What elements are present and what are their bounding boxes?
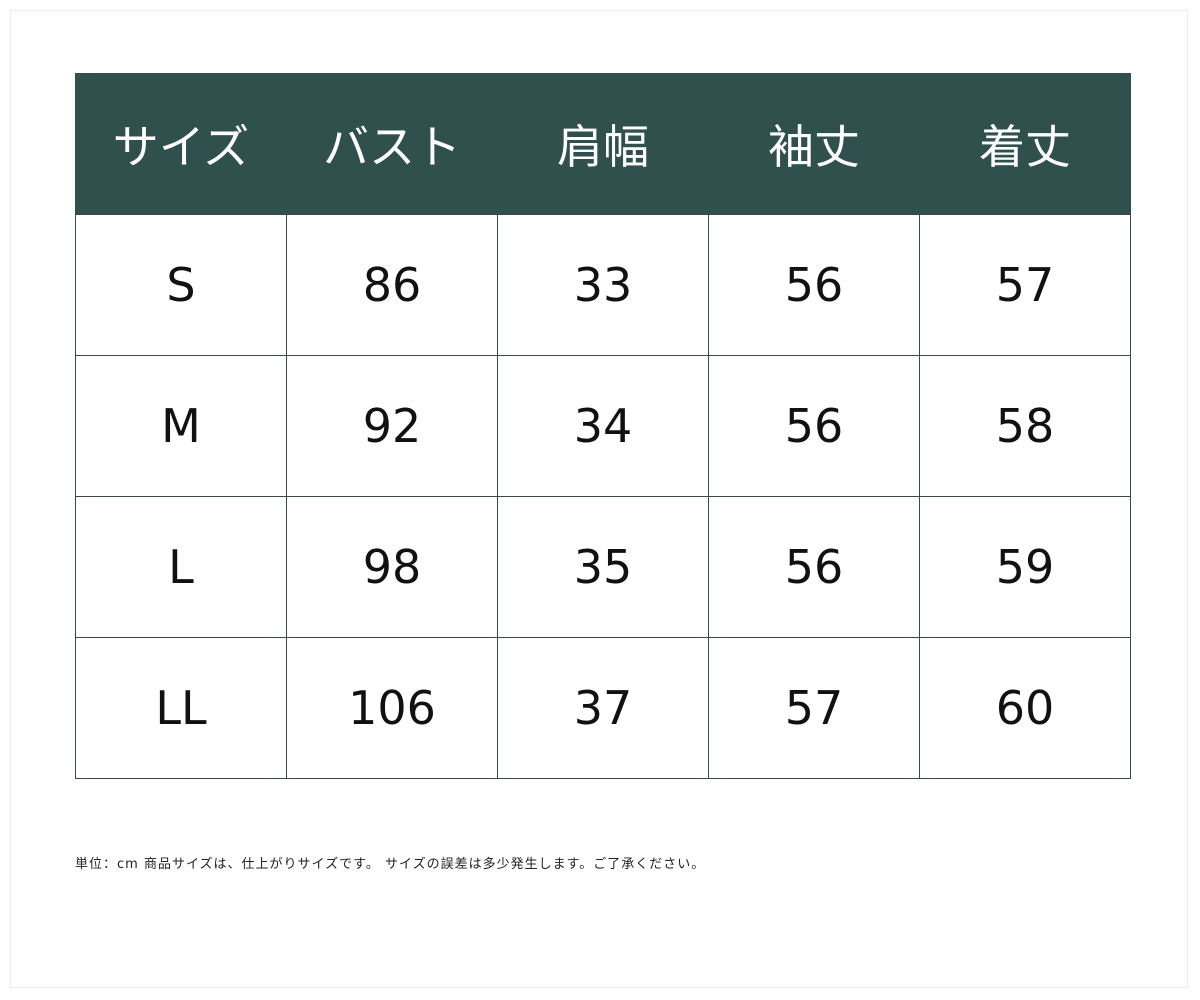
footnote: 単位：cm 商品サイズは、仕上がりサイズです。 サイズの誤差は多少発生します。ご… <box>75 857 706 872</box>
table-row: S 86 33 56 57 <box>75 214 1131 356</box>
table-cell: M <box>75 355 287 497</box>
header-length: 着丈 <box>919 73 1131 215</box>
header-sleeve: 袖丈 <box>708 73 920 215</box>
table-row: L 98 35 56 59 <box>75 496 1131 638</box>
table-cell: 35 <box>497 496 709 638</box>
table-cell: 56 <box>708 355 920 497</box>
table-cell: 58 <box>919 355 1131 497</box>
table-cell: 56 <box>708 214 920 356</box>
table-cell: 86 <box>286 214 498 356</box>
table-cell: 59 <box>919 496 1131 638</box>
header-bust: バスト <box>286 73 498 215</box>
table-cell: 56 <box>708 496 920 638</box>
table-cell: S <box>75 214 287 356</box>
header-shoulder: 肩幅 <box>497 73 709 215</box>
table-cell: 57 <box>919 214 1131 356</box>
table-cell: 60 <box>919 637 1131 779</box>
table-cell: 98 <box>286 496 498 638</box>
table-cell: LL <box>75 637 287 779</box>
header-row: サイズ バスト 肩幅 袖丈 着丈 <box>75 73 1131 215</box>
table-row: LL 106 37 57 60 <box>75 637 1131 779</box>
table-cell: 34 <box>497 355 709 497</box>
table-cell: L <box>75 496 287 638</box>
table-cell: 37 <box>497 637 709 779</box>
table-cell: 92 <box>286 355 498 497</box>
table-cell: 33 <box>497 214 709 356</box>
header-size: サイズ <box>75 73 287 215</box>
table-cell: 106 <box>286 637 498 779</box>
table-cell: 57 <box>708 637 920 779</box>
image-frame <box>10 10 1188 988</box>
size-table: サイズ バスト 肩幅 袖丈 着丈 S 86 33 56 57 M 92 34 56 58 L 98 35… <box>75 73 1131 779</box>
table-row: M 92 34 56 58 <box>75 355 1131 497</box>
